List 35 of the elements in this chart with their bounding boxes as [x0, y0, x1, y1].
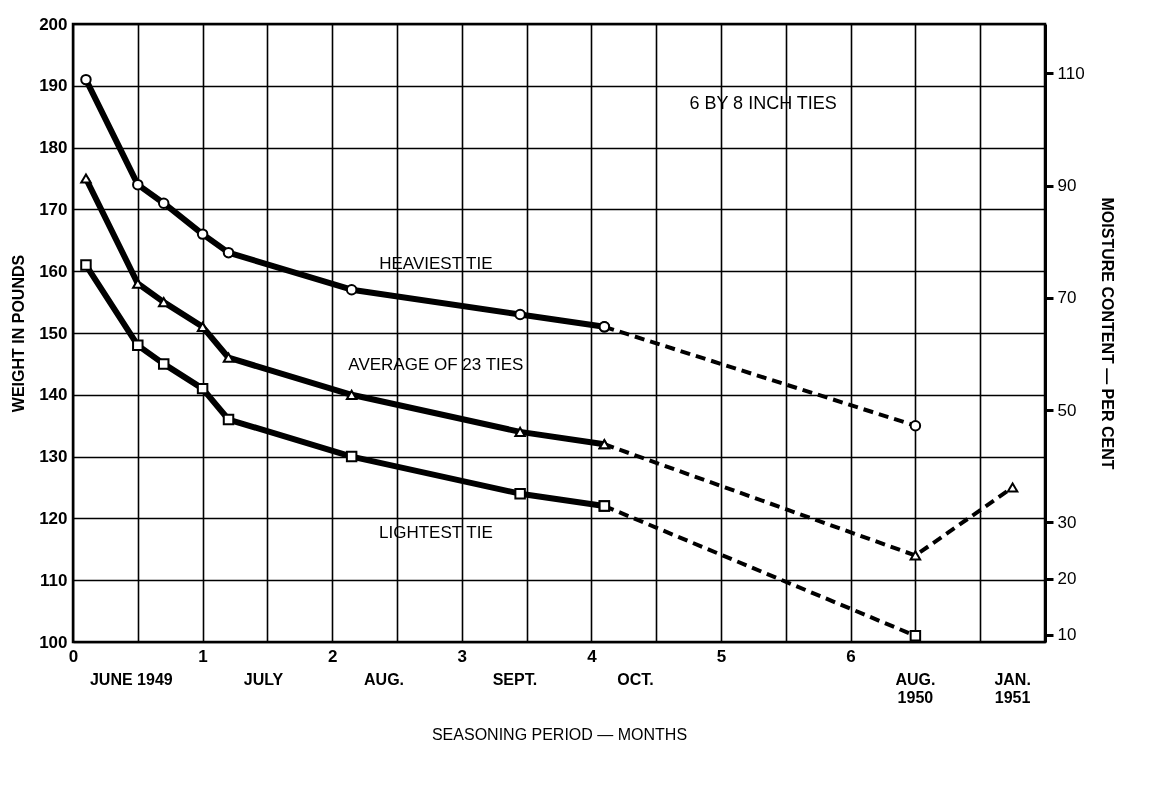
y-tick-label: 130: [39, 447, 68, 467]
text: JUNE 1949: [89, 671, 173, 688]
y2-tick-label: 70: [1057, 288, 1077, 308]
x-tick-label: 6: [846, 646, 856, 666]
text: AUG.: [364, 671, 405, 688]
y-tick-label: 200: [39, 14, 68, 34]
y-tick-label: 160: [39, 261, 68, 281]
y-tick-label: 140: [39, 385, 68, 405]
x-tick-label: 2: [327, 646, 338, 666]
y2-tick-label: 110: [1057, 63, 1085, 83]
y2-axis-title: MOISTURE CONTENT — PER CENT: [1098, 197, 1116, 470]
y2-tick-label: 10: [1057, 625, 1077, 645]
x-tick-label: 1: [198, 646, 208, 666]
y-tick-label: 150: [39, 323, 68, 343]
text: JAN. 1951: [994, 671, 1031, 706]
x-axis-title: SEASONING PERIOD — MONTHS: [431, 725, 688, 743]
x-tick-label: 0: [68, 646, 79, 666]
y2-tick-label: 50: [1057, 400, 1077, 420]
y-tick-label: 120: [39, 508, 68, 528]
y2-tick-label: 30: [1057, 512, 1077, 532]
y2-tick-label: 20: [1057, 569, 1077, 589]
text: AUG. 1950: [895, 671, 936, 706]
x-tick-label: 3: [457, 646, 468, 666]
y-tick-label: 180: [39, 138, 68, 158]
text: SEPT.: [492, 671, 538, 688]
y-axis-title: WEIGHT IN POUNDS: [10, 254, 28, 413]
y2-tick-label: 90: [1057, 176, 1077, 196]
y-tick-label: 100: [39, 632, 68, 652]
text: OCT.: [617, 671, 654, 688]
x-tick-label: 4: [587, 646, 598, 666]
y-tick-label: 190: [39, 76, 68, 96]
y-tick-label: 170: [39, 199, 68, 219]
x-tick-label: 5: [716, 646, 727, 666]
y-tick-label: 110: [40, 570, 68, 590]
text: JULY: [243, 671, 284, 688]
